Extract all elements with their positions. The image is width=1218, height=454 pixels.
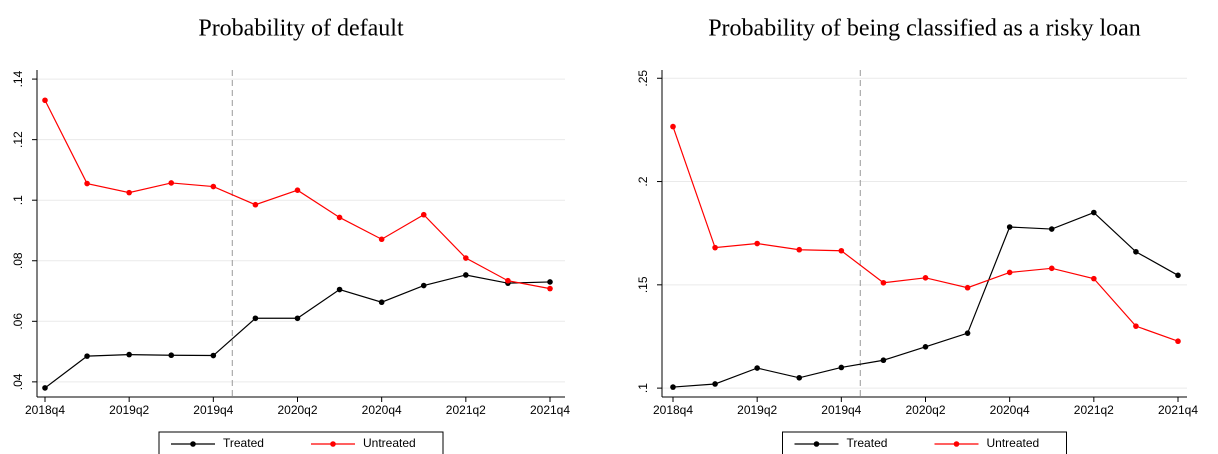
legend	[158, 431, 444, 454]
point	[964, 284, 971, 291]
point	[505, 277, 511, 284]
legend-label: Untreated	[987, 436, 1040, 450]
point	[463, 255, 469, 261]
point	[1048, 265, 1055, 272]
y-tick-label: .08	[11, 252, 25, 269]
y-tick-label: .15	[636, 276, 650, 293]
point	[294, 315, 301, 322]
point	[252, 201, 259, 208]
point	[168, 180, 175, 186]
line	[44, 274, 551, 389]
point	[712, 244, 718, 251]
x-tick-label: 2019q4	[821, 403, 861, 417]
legend-marker	[953, 441, 960, 447]
y-tick-label: .04	[11, 373, 25, 390]
point	[1133, 323, 1139, 329]
point	[294, 187, 301, 194]
point	[796, 374, 803, 381]
point	[42, 385, 48, 391]
y-tick-label: .25	[636, 70, 650, 87]
point	[964, 330, 971, 336]
x-tick-label: 2021q2	[446, 403, 486, 417]
x-tick-label: 2021q4	[530, 403, 570, 417]
x-tick-label: 2018q4	[653, 403, 693, 417]
point	[838, 247, 845, 254]
legend-marker	[813, 441, 820, 447]
point	[210, 183, 217, 190]
legend-label: Untreated	[363, 436, 416, 450]
x-tick-label: 2020q4	[990, 403, 1030, 417]
y-tick-label: .1	[11, 195, 25, 205]
point	[838, 364, 845, 371]
point	[880, 357, 887, 364]
point	[126, 351, 132, 358]
point	[1006, 269, 1013, 276]
legend-label: Treated	[223, 436, 264, 450]
line	[672, 126, 1179, 342]
x-tick-label: 2019q2	[109, 403, 149, 417]
y-tick-label: .12	[11, 131, 25, 148]
point	[84, 353, 90, 359]
legend-marker	[190, 441, 196, 447]
point	[547, 279, 553, 285]
legend	[782, 431, 1067, 454]
point	[252, 315, 259, 322]
point	[168, 352, 175, 359]
x-tick-label: 2018q4	[25, 403, 65, 417]
y-tick-label: .2	[636, 176, 650, 186]
point	[336, 286, 343, 293]
point	[420, 211, 427, 218]
y-tick-label: .1	[636, 383, 650, 393]
point	[922, 344, 929, 350]
point	[754, 365, 760, 371]
point	[547, 285, 553, 292]
point	[420, 282, 427, 289]
point	[1091, 209, 1097, 216]
point	[670, 123, 676, 130]
point	[1048, 226, 1055, 232]
x-tick-label: 2019q2	[737, 403, 777, 417]
x-tick-label: 2020q2	[277, 403, 317, 417]
point	[670, 384, 676, 390]
point	[463, 272, 469, 278]
point	[336, 214, 343, 221]
x-tick-label: 2020q2	[905, 403, 945, 417]
point	[1175, 272, 1181, 279]
x-tick-label: 2020q4	[362, 403, 402, 417]
point	[84, 180, 90, 187]
point	[922, 275, 929, 281]
chart-title: Probability of default	[198, 16, 404, 42]
point	[1175, 338, 1181, 345]
point	[712, 381, 718, 387]
point	[754, 240, 760, 247]
point	[1133, 248, 1139, 255]
y-tick-label: .06	[11, 313, 25, 330]
legend-label: Treated	[847, 436, 888, 450]
line	[672, 211, 1179, 388]
point	[796, 246, 803, 253]
point	[378, 299, 385, 306]
point	[210, 352, 217, 359]
x-tick-label: 2021q2	[1074, 403, 1114, 417]
point	[880, 279, 887, 286]
point	[1091, 275, 1097, 282]
legend-marker	[330, 441, 336, 447]
point	[42, 97, 48, 104]
x-tick-label: 2019q4	[193, 403, 233, 417]
point	[126, 189, 132, 196]
point	[378, 236, 385, 243]
point	[1006, 224, 1013, 230]
x-tick-label: 2021q4	[1158, 403, 1198, 417]
chart-title: Probability of being classified as a ris…	[708, 16, 1141, 42]
y-tick-label: .14	[11, 70, 25, 87]
